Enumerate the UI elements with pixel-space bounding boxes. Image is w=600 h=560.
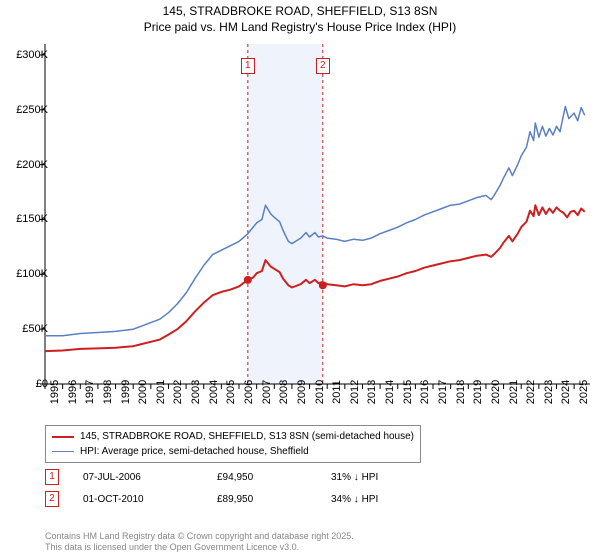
y-tick-label: £300K: [4, 49, 48, 61]
footer-line-2: This data is licensed under the Open Gov…: [45, 542, 354, 554]
y-tick-label: £50K: [4, 323, 48, 335]
footer-attribution: Contains HM Land Registry data © Crown c…: [45, 531, 354, 554]
legend-swatch: [52, 436, 74, 438]
x-tick-label: 2005: [225, 380, 237, 404]
x-tick-label: 2010: [314, 380, 326, 404]
x-tick-label: 2007: [261, 380, 273, 404]
y-tick-label: £150K: [4, 213, 48, 225]
chart-title: 145, STRADBROKE ROAD, SHEFFIELD, S13 8SN…: [0, 0, 600, 35]
event-marker: 2: [45, 491, 59, 507]
x-tick-label: 2023: [543, 380, 555, 404]
x-tick-label: 2006: [243, 380, 255, 404]
chart-container: 145, STRADBROKE ROAD, SHEFFIELD, S13 8SN…: [0, 0, 600, 560]
title-line-1: 145, STRADBROKE ROAD, SHEFFIELD, S13 8SN: [0, 4, 600, 20]
y-tick-label: £0: [4, 378, 48, 390]
x-tick-label: 2009: [296, 380, 308, 404]
title-line-2: Price paid vs. HM Land Registry's House …: [0, 20, 600, 36]
event-row: 201-OCT-2010£89,95034% ↓ HPI: [45, 488, 431, 510]
x-tick-label: 2021: [508, 380, 520, 404]
x-tick-label: 2002: [172, 380, 184, 404]
x-tick-label: 2003: [190, 380, 202, 404]
event-date: 07-JUL-2006: [59, 472, 193, 483]
x-tick-label: 1998: [102, 380, 114, 404]
x-tick-label: 2008: [278, 380, 290, 404]
x-tick-label: 2020: [490, 380, 502, 404]
x-tick-label: 2022: [525, 380, 537, 404]
event-note: 34% ↓ HPI: [307, 494, 431, 505]
reference-marker: 1: [241, 58, 255, 74]
x-tick-label: 2013: [366, 380, 378, 404]
x-tick-label: 2011: [331, 380, 343, 404]
x-tick-label: 2017: [437, 380, 449, 404]
y-tick-label: £200K: [4, 159, 48, 171]
legend-row: 145, STRADBROKE ROAD, SHEFFIELD, S13 8SN…: [52, 429, 414, 444]
x-tick-label: 2019: [472, 380, 484, 404]
plot-area: [45, 44, 590, 384]
y-tick-label: £100K: [4, 268, 48, 280]
x-tick-label: 1997: [84, 380, 96, 404]
event-note: 31% ↓ HPI: [307, 472, 431, 483]
x-tick-label: 2014: [384, 380, 396, 404]
legend-label: 145, STRADBROKE ROAD, SHEFFIELD, S13 8SN…: [80, 431, 414, 442]
x-tick-label: 2018: [455, 380, 467, 404]
event-date: 01-OCT-2010: [59, 494, 193, 505]
x-tick-label: 2024: [560, 380, 572, 404]
x-tick-label: 2001: [155, 380, 167, 404]
event-marker: 1: [45, 469, 59, 485]
footer-line-1: Contains HM Land Registry data © Crown c…: [45, 531, 354, 543]
x-tick-label: 2015: [402, 380, 414, 404]
legend-row: HPI: Average price, semi-detached house,…: [52, 444, 414, 459]
x-tick-label: 1995: [49, 380, 61, 404]
event-table: 107-JUL-2006£94,95031% ↓ HPI201-OCT-2010…: [45, 466, 431, 510]
legend-swatch: [52, 451, 74, 452]
plot-svg: [45, 44, 590, 384]
x-tick-label: 2025: [578, 380, 590, 404]
legend-label: HPI: Average price, semi-detached house,…: [80, 446, 309, 457]
y-tick-label: £250K: [4, 104, 48, 116]
event-price: £94,950: [193, 472, 307, 483]
x-tick-label: 1996: [67, 380, 79, 404]
x-tick-label: 1999: [120, 380, 132, 404]
event-row: 107-JUL-2006£94,95031% ↓ HPI: [45, 466, 431, 488]
x-tick-label: 2012: [349, 380, 361, 404]
legend: 145, STRADBROKE ROAD, SHEFFIELD, S13 8SN…: [45, 425, 421, 463]
event-price: £89,950: [193, 494, 307, 505]
reference-marker: 2: [316, 58, 330, 74]
x-tick-label: 2004: [208, 380, 220, 404]
x-tick-label: 2016: [419, 380, 431, 404]
x-tick-label: 2000: [137, 380, 149, 404]
